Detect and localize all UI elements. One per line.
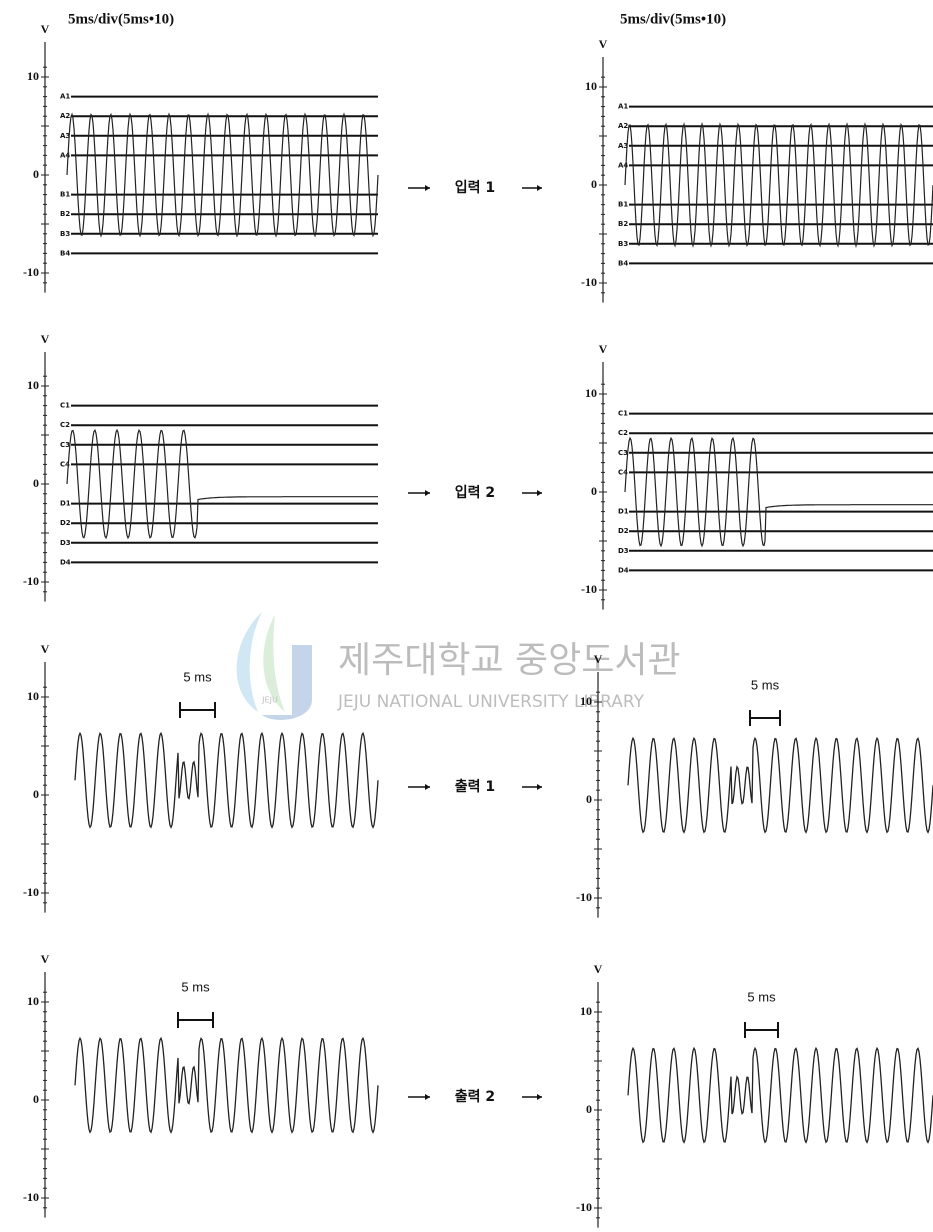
waveform xyxy=(75,733,378,827)
y-tick-label: -10 xyxy=(581,275,597,289)
level-label: C3 xyxy=(60,441,70,449)
waveform xyxy=(67,114,378,236)
axis-unit: V xyxy=(41,642,50,656)
y-tick-label: 0 xyxy=(33,787,39,801)
level-label: B3 xyxy=(618,240,628,248)
y-tick-label: 10 xyxy=(27,69,39,83)
scale-bar-label: 5 ms xyxy=(183,669,212,684)
level-label: B2 xyxy=(618,220,628,228)
level-label: D1 xyxy=(60,500,71,508)
transition-label: 입력 1 xyxy=(455,180,495,196)
arrow-head xyxy=(425,490,430,496)
level-label: B1 xyxy=(60,191,70,199)
y-tick-label: -10 xyxy=(581,582,597,596)
waveform xyxy=(625,438,933,546)
y-tick-label: 10 xyxy=(580,694,592,708)
watermark: JEJU 제주대학교 중앙도서관 JEJU NATIONAL UNIVERSIT… xyxy=(237,612,681,720)
scale-bar-label: 5 ms xyxy=(751,677,780,692)
axis-unit: V xyxy=(41,22,50,36)
y-tick-label: 0 xyxy=(586,1102,592,1116)
arrow-head xyxy=(537,1094,542,1100)
y-tick-label: 10 xyxy=(585,79,597,93)
y-tick-label: 0 xyxy=(33,476,39,490)
axis-unit: V xyxy=(594,652,603,666)
watermark-title: 제주대학교 중앙도서관 xyxy=(338,640,681,681)
y-tick-label: -10 xyxy=(23,1190,39,1204)
level-label: D3 xyxy=(618,547,629,555)
transition-label: 입력 2 xyxy=(455,485,495,501)
figure: 5ms/div(5ms•10) 5ms/div(5ms•10) JEJU 제주대… xyxy=(0,0,933,1232)
level-label: D4 xyxy=(618,566,629,574)
level-label: B2 xyxy=(60,210,70,218)
arrow-head xyxy=(425,1094,430,1100)
y-tick-label: 10 xyxy=(580,1004,592,1018)
axis-unit: V xyxy=(41,952,50,966)
level-label: D2 xyxy=(60,519,71,527)
scale-bar-label: 5 ms xyxy=(747,989,776,1004)
y-tick-label: -10 xyxy=(23,574,39,588)
header-right: 5ms/div(5ms•10) xyxy=(620,11,726,27)
level-label: A1 xyxy=(60,93,70,101)
arrow-head xyxy=(425,185,430,191)
level-label: B4 xyxy=(60,249,70,257)
y-tick-label: -10 xyxy=(576,890,592,904)
arrow-head xyxy=(537,784,542,790)
y-tick-label: 0 xyxy=(591,177,597,191)
waveform xyxy=(67,430,378,538)
waveform xyxy=(625,124,933,246)
logo-text: JEJU xyxy=(261,696,278,705)
y-tick-label: -10 xyxy=(23,265,39,279)
axis-unit: V xyxy=(599,342,608,356)
level-label: D1 xyxy=(618,508,629,516)
y-tick-label: 10 xyxy=(27,378,39,392)
transition-label: 출력 2 xyxy=(455,1088,495,1105)
waveform xyxy=(628,1048,933,1142)
level-label: B4 xyxy=(618,259,628,267)
y-tick-label: -10 xyxy=(23,885,39,899)
arrow-head xyxy=(537,185,542,191)
y-tick-label: 10 xyxy=(585,386,597,400)
y-tick-label: 0 xyxy=(33,1092,39,1106)
y-tick-label: 10 xyxy=(27,994,39,1008)
level-label: A1 xyxy=(618,103,628,111)
y-tick-label: 10 xyxy=(27,689,39,703)
axis-unit: V xyxy=(594,962,603,976)
level-label: D3 xyxy=(60,539,71,547)
header-left: 5ms/div(5ms•10) xyxy=(68,11,174,27)
level-label: C2 xyxy=(618,429,628,437)
level-label: D4 xyxy=(60,558,71,566)
level-label: C2 xyxy=(60,421,70,429)
arrow-head xyxy=(425,784,430,790)
level-label: A2 xyxy=(60,112,70,120)
waveform xyxy=(75,1038,378,1132)
axis-unit: V xyxy=(41,332,50,346)
y-tick-label: 0 xyxy=(586,792,592,806)
scale-bar-label: 5 ms xyxy=(181,979,210,994)
level-label: A4 xyxy=(60,151,70,159)
y-tick-label: 0 xyxy=(33,167,39,181)
level-label: B3 xyxy=(60,230,70,238)
page: 5ms/div(5ms•10) 5ms/div(5ms•10) JEJU 제주대… xyxy=(0,0,933,1232)
level-label: C1 xyxy=(60,402,70,410)
level-label: A2 xyxy=(618,122,628,130)
y-tick-label: 0 xyxy=(591,484,597,498)
transition-label: 출력 1 xyxy=(455,778,495,795)
level-label: C1 xyxy=(618,410,628,418)
axis-unit: V xyxy=(599,37,608,51)
level-label: C3 xyxy=(618,449,628,457)
level-label: A4 xyxy=(618,161,628,169)
level-label: B1 xyxy=(618,201,628,209)
logo-leaf xyxy=(237,612,262,712)
level-label: D2 xyxy=(618,527,629,535)
y-tick-label: -10 xyxy=(576,1200,592,1214)
waveform xyxy=(628,738,933,832)
arrow-head xyxy=(537,490,542,496)
